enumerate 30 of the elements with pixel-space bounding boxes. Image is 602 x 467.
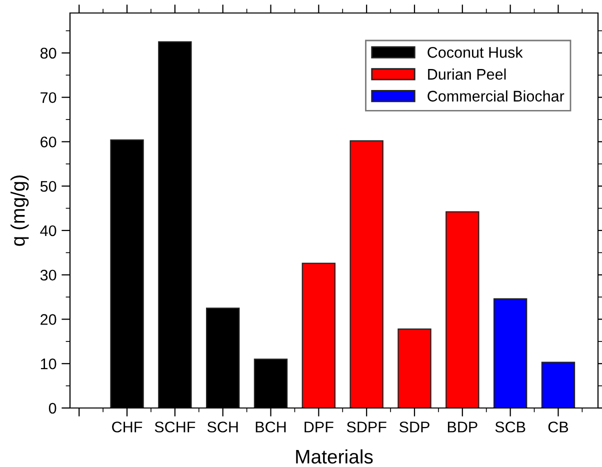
legend-label: Commercial Biochar (428, 90, 564, 102)
y-tick-label: 10 (40, 358, 56, 370)
x-axis-title: Materials (296, 449, 373, 464)
bar (350, 140, 384, 408)
y-axis-title: q (mg/g) (10, 176, 29, 246)
y-tick-label: 60 (40, 136, 56, 148)
y-tick-label: 80 (40, 48, 56, 59)
legend-label: Durian Peel (428, 68, 506, 80)
x-tick-label: SCHF (154, 422, 196, 432)
y-tick-label: 20 (40, 314, 56, 325)
bar (302, 262, 336, 408)
x-tick-label: DPF (304, 422, 334, 432)
bar (493, 298, 528, 408)
x-tick-label: BCH (256, 422, 286, 432)
y-tick-label: 0 (48, 402, 56, 414)
x-tick-label: CB (548, 422, 568, 432)
x-tick-label: CHF (112, 422, 142, 432)
x-tick-label: SDPF (346, 422, 386, 432)
x-tick-label: SCB (495, 422, 526, 432)
x-tick-label: SCH (207, 422, 238, 432)
y-tick-label: 30 (40, 270, 56, 281)
y-tick-label: 40 (40, 225, 56, 236)
legend-label: Coconut Husk (428, 46, 523, 58)
x-tick-label: SDP (399, 422, 430, 432)
x-tick-label: BDP (448, 422, 478, 432)
y-tick-label: 50 (40, 180, 56, 192)
bar (398, 328, 432, 408)
y-tick-label: 70 (40, 92, 56, 104)
bar (541, 362, 576, 408)
bar (446, 211, 480, 408)
